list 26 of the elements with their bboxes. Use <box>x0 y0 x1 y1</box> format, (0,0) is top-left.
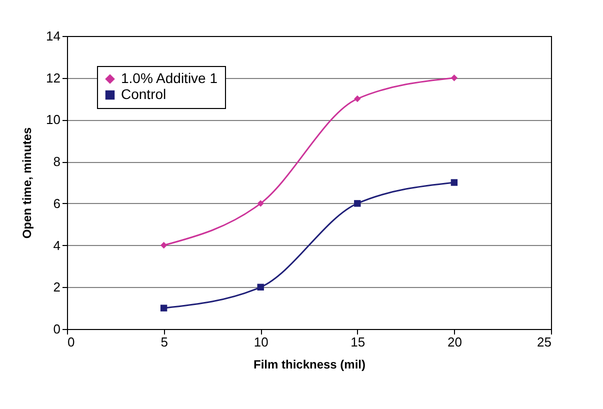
x-tick-label: 10 <box>254 334 268 350</box>
x-tick-label: 25 <box>537 334 552 350</box>
point <box>354 95 361 102</box>
x-tick-label: 15 <box>350 334 366 350</box>
y-tick-label: 6 <box>53 196 60 211</box>
point <box>450 179 458 186</box>
point <box>160 304 168 312</box>
y-tick-label: 14 <box>46 28 60 44</box>
x-tick-label: 20 <box>447 334 462 350</box>
x-axis-title: Film thickness (mil) <box>253 358 366 372</box>
y-tick-label: 8 <box>53 154 60 170</box>
point <box>257 284 264 290</box>
legend-label: Control <box>121 86 166 102</box>
x-tick-label: 5 <box>160 334 168 350</box>
point <box>450 74 458 82</box>
x-tick-label: 0 <box>68 334 75 350</box>
y-tick-label: 10 <box>46 112 60 128</box>
point <box>257 200 264 207</box>
y-tick-label: 0 <box>53 322 60 336</box>
point <box>354 200 361 207</box>
legend-label: 1.0% Additive 1 <box>121 70 218 86</box>
y-tick-label: 4 <box>53 238 60 253</box>
y-tick-label: 2 <box>53 280 60 295</box>
y-axis-title: Open time, minutes <box>20 127 34 239</box>
y-tick-label: 12 <box>46 70 60 86</box>
point <box>160 242 168 249</box>
